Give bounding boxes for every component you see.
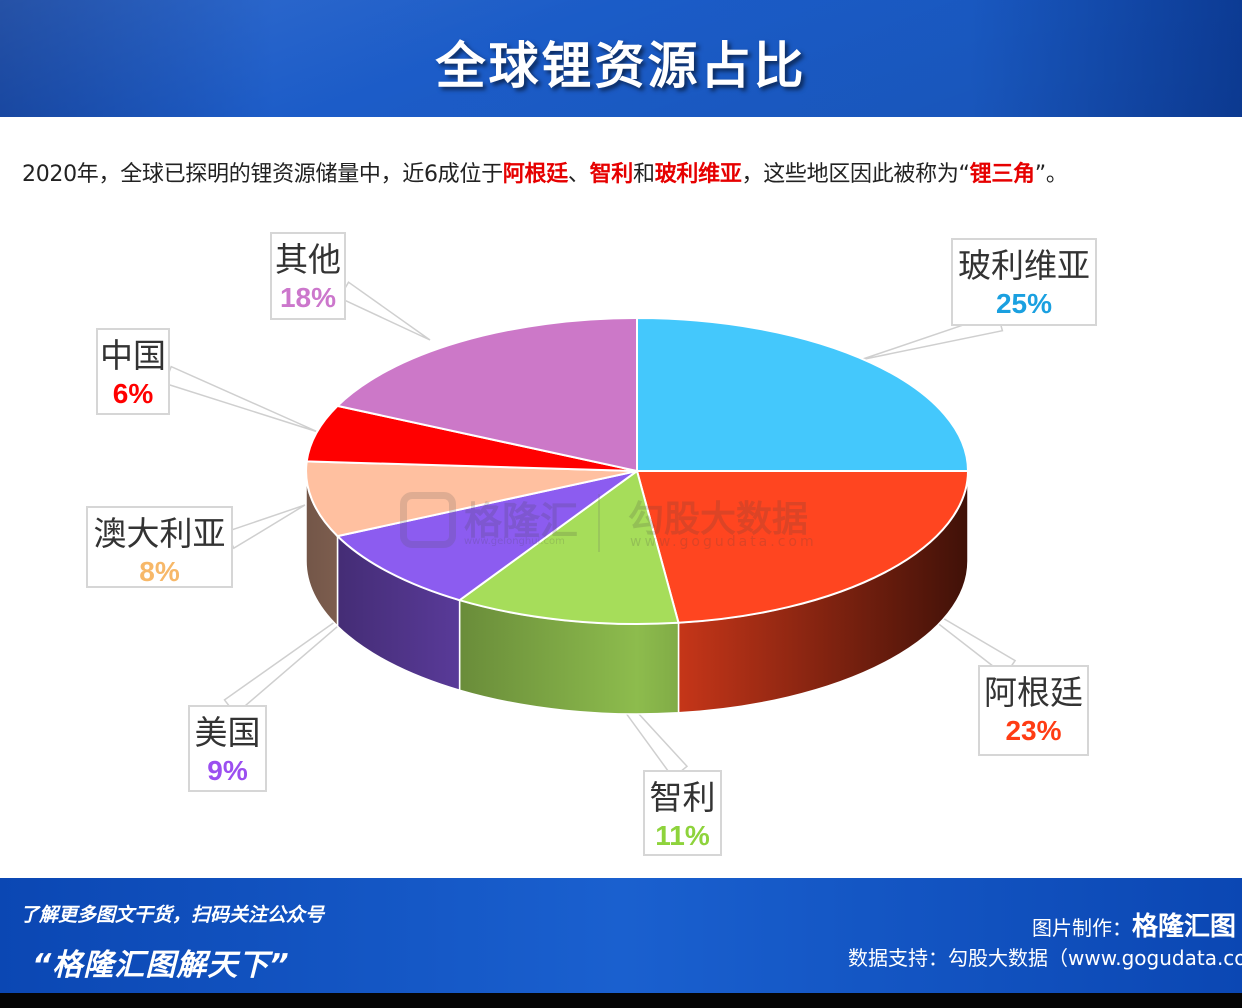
slice-4-top	[335, 470, 638, 602]
slice-6-callout: 中国 6%	[96, 328, 170, 415]
slice-3-top	[457, 469, 680, 626]
slice-5-leader-line	[225, 504, 306, 550]
slice-label: 美国	[194, 713, 261, 752]
slice-label: 阿根廷	[984, 673, 1083, 712]
footer-data-source: 数据支持：勾股大数据（www.gogudata.com）	[848, 946, 1242, 970]
credit-label: 图片制作：	[1031, 916, 1132, 940]
slice-5-top	[305, 460, 638, 538]
slice-3-callout: 智利 11%	[643, 770, 722, 856]
subtitle-text-3: 和	[633, 162, 655, 187]
slice-percent: 18%	[279, 282, 337, 313]
footer-banner: 了解更多图文干货，扫码关注公众号 “格隆汇图解天下” 图片制作：格隆汇图 数据支…	[0, 878, 1242, 993]
slice-4-callout: 美国 9%	[188, 705, 267, 792]
subtitle-highlight-bolivia: 玻利维亚	[654, 162, 742, 187]
subtitle-highlight-lithium-triangle: 锂三角	[969, 162, 1035, 187]
slice-2-callout: 阿根廷 23%	[978, 665, 1089, 756]
slice-label: 其他	[275, 240, 341, 279]
header-banner: 全球锂资源占比	[0, 0, 1242, 117]
credit-brand-logo: 格隆汇图	[1131, 912, 1236, 942]
slice-6-leader-line	[163, 365, 319, 433]
footer-bottom-bar	[0, 993, 1242, 1008]
subtitle-highlight-argentina: 阿根廷	[502, 162, 568, 187]
slice-1-top	[636, 316, 970, 472]
subtitle-text-1: 2020年，全球已探明的锂资源储量中，近6成位于	[22, 162, 503, 187]
slice-6-top	[305, 404, 638, 472]
slice-label: 玻利维亚	[958, 246, 1090, 285]
footer-promo-line1: 了解更多图文干货，扫码关注公众号	[20, 904, 325, 926]
slice-label: 智利	[649, 778, 716, 817]
slice-2-top	[635, 470, 970, 624]
subtitle-text-2: 、	[567, 162, 590, 187]
subtitle: 2020年，全球已探明的锂资源储量中，近6成位于阿根廷、智利和玻利维亚，这些地区…	[22, 156, 1237, 188]
slice-7-leader-line	[338, 281, 431, 341]
slice-percent: 23%	[1005, 715, 1062, 746]
pie-chart	[163, 281, 1017, 779]
slice-7-top	[335, 316, 638, 473]
subtitle-text-5: ”。	[1034, 162, 1068, 187]
subtitle-highlight-chile: 智利	[589, 162, 634, 187]
slice-label: 中国	[100, 336, 166, 375]
slice-label: 澳大利亚	[93, 514, 226, 553]
page-title: 全球锂资源占比	[435, 37, 807, 95]
slice-5-callout: 澳大利亚 8%	[86, 506, 233, 588]
footer-promo-line2: “格隆汇图解天下”	[32, 948, 290, 983]
slice-percent: 11%	[655, 820, 710, 851]
subtitle-text-4: ，这些地区因此被称为“	[741, 162, 970, 187]
slice-percent: 25%	[995, 288, 1053, 319]
pie-top-slices	[305, 316, 970, 626]
slice-percent: 6%	[112, 378, 154, 409]
slice-7-callout: 其他 18%	[270, 232, 346, 320]
slice-percent: 9%	[207, 755, 248, 786]
slice-percent: 8%	[139, 556, 180, 587]
footer-credit: 图片制作：格隆汇图	[1032, 906, 1236, 943]
slice-1-callout: 玻利维亚 25%	[951, 238, 1097, 326]
